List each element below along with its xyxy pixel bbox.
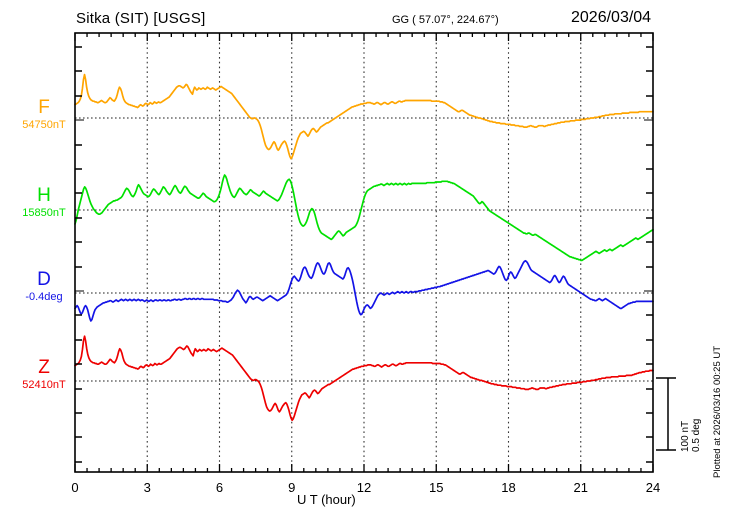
component-baseline-F: 54750nT xyxy=(22,119,66,131)
scale-bar-label: 100 nT 0.5 deg xyxy=(680,419,702,452)
x-tick-label: 0 xyxy=(71,480,78,495)
component-label-F: F 54750nT xyxy=(14,98,74,132)
scale-bar xyxy=(656,377,676,451)
x-tick-label: 24 xyxy=(646,480,660,495)
x-tick-label: 9 xyxy=(288,480,295,495)
plot-timestamp: Plotted at 2026/03/16 00:25 UT xyxy=(712,345,723,478)
scale-bar-deg: 0.5 deg xyxy=(691,418,702,452)
trace-Z xyxy=(74,335,654,422)
trace-layer xyxy=(74,73,654,422)
trace-F xyxy=(74,73,654,160)
component-label-Z: Z 52410nT xyxy=(14,358,74,392)
x-tick-label: 15 xyxy=(429,480,443,495)
plot-border xyxy=(74,32,654,473)
component-symbol-H: H xyxy=(37,185,51,206)
trace-H xyxy=(74,174,654,262)
observation-date: 2026/03/04 xyxy=(571,9,652,26)
component-symbol-F: F xyxy=(38,97,50,118)
component-label-D: D -0.4deg xyxy=(14,270,74,304)
baseline-layer xyxy=(75,117,653,382)
component-symbol-D: D xyxy=(37,269,51,290)
x-tick-label: 12 xyxy=(357,480,371,495)
component-symbol-Z: Z xyxy=(38,357,50,378)
station-title: Sitka (SIT) [USGS] xyxy=(76,10,206,27)
x-tick-label: 6 xyxy=(216,480,223,495)
component-baseline-D: -0.4deg xyxy=(25,291,63,303)
grid-layer xyxy=(146,33,582,472)
x-axis-title: U T (hour) xyxy=(297,492,356,507)
axis-ticks-layer xyxy=(74,33,654,472)
plot-frame xyxy=(74,32,654,473)
x-tick-label: 3 xyxy=(144,480,151,495)
component-baseline-H: 15850nT xyxy=(22,207,66,219)
scale-bar-nt: 100 nT xyxy=(680,420,691,452)
component-baseline-Z: 52410nT xyxy=(22,379,66,391)
x-tick-label: 18 xyxy=(501,480,515,495)
x-tick-label: 21 xyxy=(574,480,588,495)
trace-D xyxy=(74,259,654,322)
x-tick-labels: 0 3 6 9 12 15 18 21 24 xyxy=(71,480,660,495)
component-label-H: H 15850nT xyxy=(14,186,74,220)
geographic-coordinates: GG ( 57.07°, 224.67°) xyxy=(392,14,499,26)
